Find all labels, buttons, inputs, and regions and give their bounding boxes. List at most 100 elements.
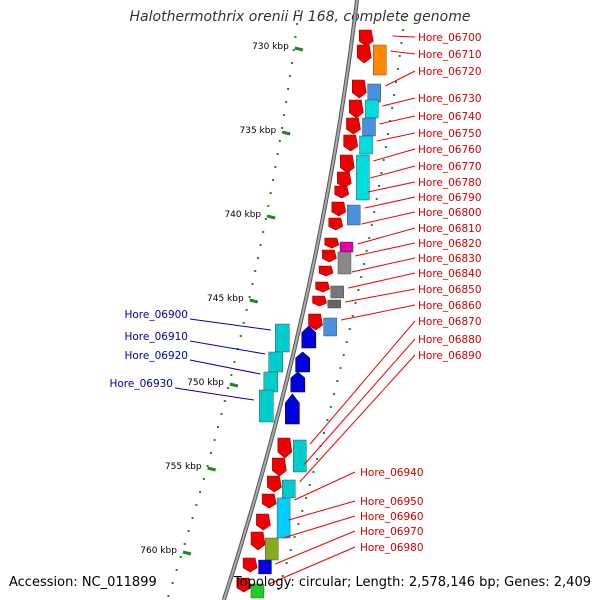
label-leader-line	[299, 354, 416, 483]
scale-dot	[365, 250, 368, 252]
gene-label-Hore_06930: Hore_06930	[109, 378, 173, 390]
scale-dot	[245, 309, 248, 311]
gene-label-Hore_06870: Hore_06870	[418, 316, 482, 328]
gene-label-Hore_06900: Hore_06900	[124, 309, 188, 321]
scale-dot	[301, 510, 304, 512]
figure-title: Halothermothrix orenii H 168, complete g…	[129, 9, 471, 25]
label-leader-line	[367, 181, 416, 193]
label-leader-line	[376, 132, 416, 142]
reverse-gene-arrow	[290, 371, 306, 393]
scale-dot	[262, 231, 265, 233]
forward-gene-arrow	[337, 171, 352, 189]
forward-gene-arrow	[346, 117, 361, 135]
label-leader-line	[275, 530, 356, 565]
forward-gene-arrow	[348, 99, 364, 119]
gene-feature-block	[365, 99, 379, 119]
scale-dot	[296, 23, 299, 25]
forward-gene-arrow	[358, 29, 374, 47]
scale-dot	[297, 523, 300, 525]
scale-dot	[316, 458, 319, 460]
label-leader-line	[345, 288, 416, 303]
scale-dot	[289, 75, 292, 77]
forward-gene-arrow	[328, 217, 344, 231]
scale-dot	[290, 62, 293, 64]
label-leader-line	[370, 165, 416, 179]
scale-dot	[351, 315, 354, 317]
gene-label-Hore_06860: Hore_06860	[418, 300, 482, 312]
gene-feature-block	[263, 371, 279, 393]
gene-feature-block	[265, 537, 279, 561]
gene-label-Hore_06790: Hore_06790	[418, 192, 482, 204]
gene-feature-block	[293, 439, 307, 473]
scale-dot	[210, 452, 213, 454]
backbone-highlight	[222, 0, 358, 600]
label-leader-line	[373, 148, 416, 162]
scale-dot	[248, 296, 251, 298]
gene-label-Hore_06800: Hore_06800	[418, 207, 482, 219]
gene-label-Hore_06940: Hore_06940	[360, 467, 424, 479]
gene-label-Hore_06740: Hore_06740	[418, 111, 482, 123]
scale-dot	[251, 283, 254, 285]
forward-gene-arrow	[272, 457, 287, 477]
scale-dot	[339, 367, 342, 369]
forward-gene-arrow	[277, 437, 293, 459]
forward-gene-arrow	[324, 237, 340, 249]
scale-dot	[345, 341, 348, 343]
scale-dot	[312, 471, 315, 473]
scale-tick	[266, 214, 276, 220]
forward-gene-arrow	[340, 154, 355, 174]
gene-label-Hore_06920: Hore_06920	[124, 350, 188, 362]
scale-dot	[382, 159, 385, 161]
scale-dot	[267, 205, 270, 207]
scale-dot	[278, 140, 281, 142]
scale-dot	[281, 127, 284, 129]
forward-gene-arrow	[256, 513, 271, 531]
gene-feature-block	[373, 44, 387, 76]
scale-dot	[357, 289, 360, 291]
scale-dot	[384, 146, 387, 148]
accession-text: Accession: NC_011899	[9, 575, 157, 590]
scale-dot	[277, 588, 280, 590]
gene-feature-block	[367, 83, 381, 103]
scale-dot	[380, 172, 383, 174]
scale-dot	[287, 88, 290, 90]
scale-dot	[285, 101, 288, 103]
gene-label-Hore_06810: Hore_06810	[418, 223, 482, 235]
label-leader-line	[189, 340, 266, 355]
scale-dot	[389, 120, 392, 122]
label-leader-line	[189, 318, 271, 331]
scale-dot	[396, 68, 399, 70]
reverse-gene-arrow	[301, 325, 317, 349]
gene-feature-block	[282, 479, 296, 499]
scale-dot	[400, 42, 403, 44]
label-leader-line	[294, 471, 356, 501]
scale-dot	[305, 497, 308, 499]
gene-label-Hore_06830: Hore_06830	[418, 253, 482, 265]
scale-dot	[348, 328, 351, 330]
scale-tick-label: 760 kbp	[140, 546, 177, 556]
scale-tick	[294, 46, 304, 52]
forward-gene-arrow	[315, 281, 331, 293]
gene-label-Hore_06970: Hore_06970	[360, 526, 424, 538]
gene-label-Hore_06700: Hore_06700	[418, 32, 482, 44]
scale-dot	[285, 562, 288, 564]
scale-tick-label: 750 kbp	[187, 378, 224, 388]
scale-dot	[233, 361, 236, 363]
scale-dot	[179, 556, 182, 558]
scale-dot	[239, 335, 242, 337]
scale-dot	[393, 94, 396, 96]
label-leader-line	[392, 35, 416, 38]
forward-gene-arrow	[267, 475, 282, 493]
scale-tick	[281, 130, 291, 136]
scale-dot	[342, 354, 345, 356]
label-leader-line	[304, 338, 416, 465]
scale-dot	[294, 36, 297, 38]
scale-dot	[281, 575, 284, 577]
scale-dot	[167, 595, 170, 597]
label-leader-line	[382, 97, 416, 107]
gene-feature-block	[250, 583, 265, 599]
scale-dot	[195, 504, 198, 506]
label-leader-line	[355, 242, 416, 257]
forward-gene-arrow	[318, 265, 334, 277]
